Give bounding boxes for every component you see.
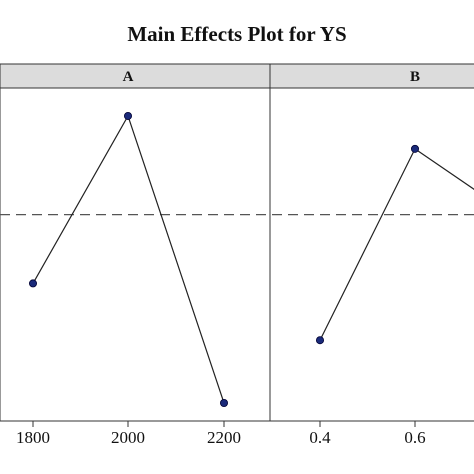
panel-strip-a [0,63,271,89]
data-point-b-0 [315,336,324,345]
chart-marks [0,111,474,407]
x-tick-label-b-1: 0.6 [404,428,425,447]
panel-strip-b [269,63,474,89]
x-tick-label-a-1: 2000 [111,428,145,447]
panel-frame-b [269,87,474,422]
data-point-b-1 [410,144,419,153]
data-point-a-1 [124,111,133,120]
x-tick-label-a-2: 2200 [207,428,241,447]
x-tick-label-a-0: 1800 [16,428,50,447]
data-point-a-2 [219,398,228,407]
panel-label-b: B [410,69,420,85]
chart-title: Main Effects Plot for YS [127,22,347,46]
x-tick-label-b-0: 0.4 [309,428,331,447]
series-line-b [319,147,474,341]
data-point-a-0 [28,279,37,288]
series-line-a [32,114,225,404]
panel-label-a: A [123,69,134,85]
